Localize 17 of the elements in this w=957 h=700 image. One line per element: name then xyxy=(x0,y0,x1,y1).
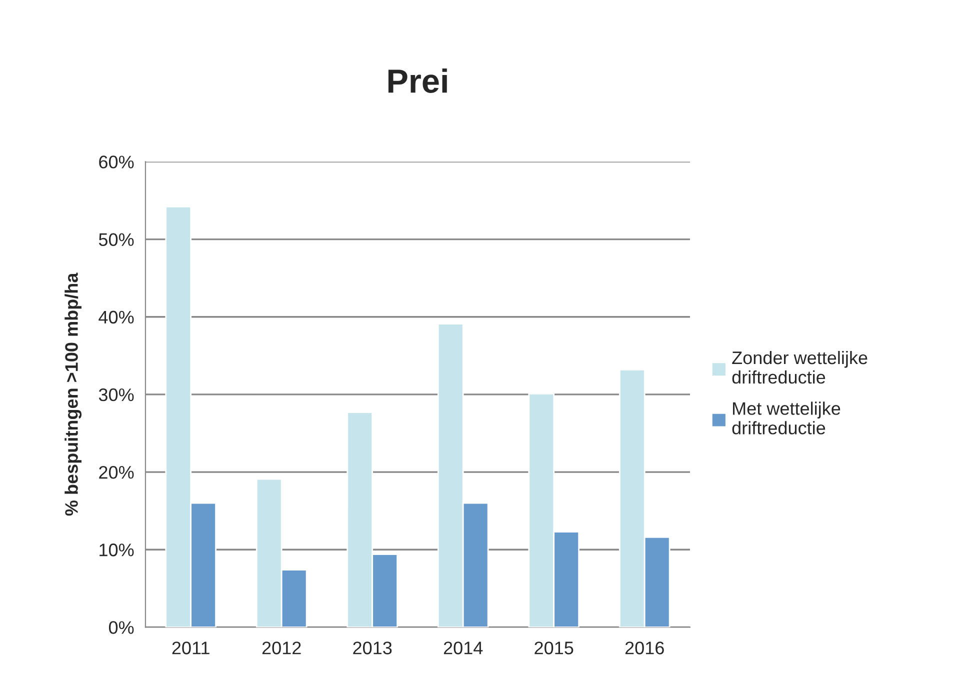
legend-label: Met wettelijke driftreductie xyxy=(732,402,840,434)
x-tick-label: 2015 xyxy=(534,642,574,654)
x-tick-label: 2016 xyxy=(625,642,664,654)
x-tick-label: 2014 xyxy=(444,642,483,654)
chart-title: Prei xyxy=(388,68,447,93)
y-tick-label: 30% xyxy=(98,388,134,402)
y-tick-label: 20% xyxy=(99,466,134,479)
y-tick-label: 50% xyxy=(98,233,134,246)
x-tick-label: 2011 xyxy=(172,642,210,654)
y-tick-label: 40% xyxy=(98,310,134,324)
y-tick-label: 60% xyxy=(99,156,134,168)
y-tick-label: 10% xyxy=(100,544,134,556)
x-tick-label: 2012 xyxy=(262,642,301,654)
legend-label: Zonder wettelijke driftreductie xyxy=(732,350,868,384)
y-tick-label: 0% xyxy=(108,621,134,634)
x-tick-label: 2013 xyxy=(353,642,392,654)
y-axis-title: % bespuitngen >100 mbp/ha xyxy=(64,272,82,516)
